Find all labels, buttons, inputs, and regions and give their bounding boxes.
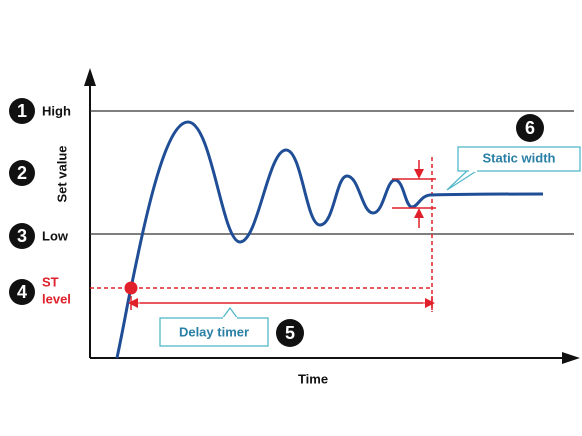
level-label: Low [42,228,69,243]
callout-pointer [221,306,239,320]
badge-number: 6 [525,118,535,138]
x-arrow [562,352,580,364]
y-arrow [84,68,96,86]
badge [276,319,304,347]
level-label: High [42,103,71,118]
callout-box [159,317,269,347]
callout-label: Delay timer [179,324,249,339]
level-label: level [42,291,71,306]
badge-number: 3 [17,226,27,246]
badge-number: 4 [17,282,27,302]
y-axis-label: Set value [54,145,69,202]
badge-number: 5 [285,323,295,343]
badge [516,114,544,142]
callout-label: Static width [483,150,556,165]
badge [9,223,35,249]
callout-box [457,146,581,172]
badge-number: 1 [17,101,27,121]
callout-pointer [446,169,479,191]
badge-number: 2 [17,163,27,183]
x-axis-label: Time [298,371,328,386]
response-curve [115,120,544,359]
badge [9,98,35,124]
badge [9,160,35,186]
st-point [124,281,138,295]
badge [9,279,35,305]
level-label: ST [42,274,59,289]
